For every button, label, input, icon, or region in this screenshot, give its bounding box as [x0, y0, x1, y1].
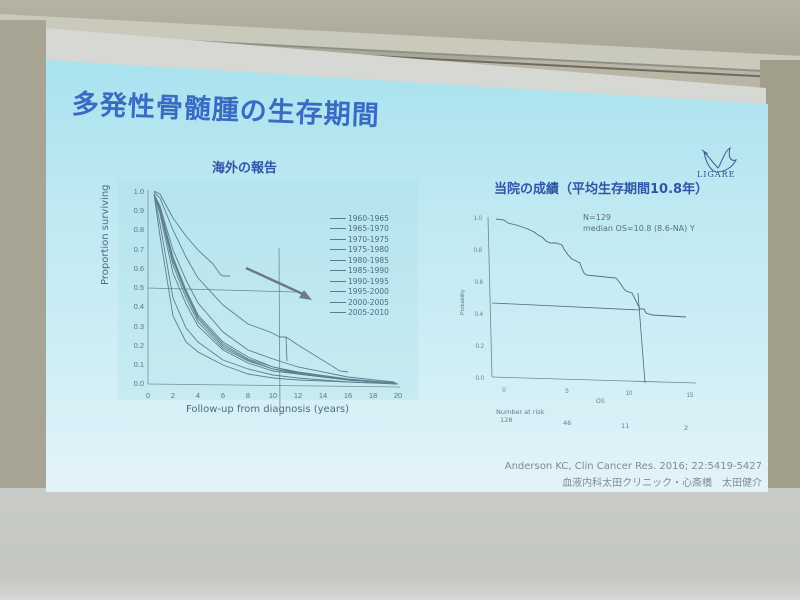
risk-count-5: 46: [563, 419, 572, 427]
svg-text:18: 18: [369, 391, 377, 400]
legend-swatch: [330, 312, 346, 314]
svg-text:6: 6: [221, 391, 225, 400]
legend-item: 1965-1970: [330, 224, 389, 235]
legend-item: 1990-1995: [330, 276, 389, 287]
svg-text:OS: OS: [596, 399, 605, 405]
legend-swatch: [330, 259, 346, 261]
svg-text:8: 8: [246, 391, 250, 400]
legend-item: 1960-1965: [330, 213, 389, 224]
svg-text:0.4: 0.4: [134, 302, 144, 311]
left-chart-subtitle: 海外の報告: [212, 161, 278, 176]
legend-label: 1965-1970: [348, 224, 389, 234]
svg-text:0: 0: [502, 388, 506, 394]
legend-label: 2005-2010: [348, 308, 389, 318]
ligare-bird-logo-icon: [701, 146, 737, 173]
legend-label: 2000-2005: [348, 297, 389, 307]
right-chart-subtitle: 当院の成績（平均生存期間10.8年）: [494, 182, 709, 197]
svg-text:0.9: 0.9: [134, 206, 144, 215]
svg-text:0.8: 0.8: [134, 225, 144, 234]
svg-text:0.7: 0.7: [134, 245, 144, 254]
km-annotation: N=129 median OS=10.8 (8.6-NA) Y: [583, 212, 695, 234]
legend-item: 1975-1980: [330, 245, 389, 256]
legend-label: 1980-1985: [348, 255, 389, 265]
km-n-count: N=129: [583, 213, 611, 222]
legend-label: 1990-1995: [348, 276, 389, 286]
legend-label: 1975-1980: [348, 245, 389, 255]
svg-text:2: 2: [171, 391, 175, 400]
svg-text:0.0: 0.0: [476, 376, 485, 382]
svg-text:1.0: 1.0: [134, 187, 144, 196]
legend-label: 1985-1990: [348, 266, 389, 276]
svg-text:10: 10: [626, 391, 633, 397]
right-km-chart: 1.0 0.8 0.6 0.4 0.2 0.0 0 5 10 15 Probability O…: [460, 216, 697, 405]
risk-count-10: 11: [621, 422, 630, 430]
left-chart-legend: 1960-1965 1965-1970 1970-1975 1975-1980 …: [330, 213, 389, 318]
legend-item: 1980-1985: [330, 255, 389, 266]
legend-label: 1960-1965: [348, 213, 389, 223]
projection-screen-lower: [0, 488, 800, 600]
svg-text:0.3: 0.3: [134, 322, 144, 331]
left-chart-y-axis-label: Proportion surviving: [100, 184, 111, 285]
logo-text: LIGARE: [697, 170, 736, 179]
svg-text:14: 14: [319, 391, 327, 400]
left-chart-x-axis-label: Follow-up from diagnosis (years): [186, 404, 350, 415]
risk-count-15: 2: [684, 424, 689, 432]
legend-item: 2000-2005: [330, 297, 389, 308]
legend-swatch: [330, 249, 346, 251]
risk-count-0: 128: [500, 416, 513, 424]
citation: Anderson KC, Clin Cancer Res. 2016; 22:5…: [504, 461, 762, 472]
svg-text:0.5: 0.5: [134, 283, 144, 292]
svg-text:0.6: 0.6: [134, 264, 144, 273]
legend-swatch: [330, 238, 346, 240]
legend-swatch: [330, 270, 346, 272]
svg-text:Probability: Probability: [460, 289, 466, 315]
km-median-os: median OS=10.8 (8.6-NA) Y: [583, 224, 695, 233]
svg-text:15: 15: [687, 393, 694, 399]
svg-text:0.2: 0.2: [134, 341, 144, 350]
svg-text:20: 20: [394, 391, 402, 400]
legend-item: 1985-1990: [330, 266, 389, 277]
presenter-credit: 血液内科太田クリニック・心斎橋 太田健介: [562, 478, 762, 489]
svg-text:16: 16: [344, 391, 352, 400]
legend-item: 1970-1975: [330, 234, 389, 245]
legend-swatch: [330, 291, 346, 293]
legend-swatch: [330, 301, 346, 303]
legend-item: 2005-2010: [330, 308, 389, 319]
legend-label: 1970-1975: [348, 234, 389, 244]
svg-text:10: 10: [269, 391, 277, 400]
svg-text:0.2: 0.2: [476, 344, 485, 350]
svg-text:1.0: 1.0: [474, 216, 483, 222]
left-survival-chart: 1.0 0.9 0.8 0.7 0.6 0.5 0.4 0.3 0.2 0.1 0.0 0 2 4…: [134, 187, 402, 417]
svg-text:0.0: 0.0: [134, 379, 144, 388]
legend-swatch: [330, 280, 346, 282]
number-at-risk-label: Number at risk: [496, 408, 545, 416]
svg-text:12: 12: [294, 391, 302, 400]
svg-text:0.1: 0.1: [134, 360, 144, 369]
svg-text:5: 5: [565, 389, 569, 395]
svg-text:0.6: 0.6: [475, 280, 484, 286]
legend-swatch: [330, 228, 346, 230]
svg-text:0: 0: [146, 391, 150, 400]
legend-item: 1995-2000: [330, 287, 389, 298]
svg-text:0.4: 0.4: [475, 312, 484, 318]
svg-text:0.8: 0.8: [474, 248, 483, 254]
legend-label: 1995-2000: [348, 287, 389, 297]
legend-swatch: [330, 217, 346, 219]
svg-text:4: 4: [196, 391, 200, 400]
